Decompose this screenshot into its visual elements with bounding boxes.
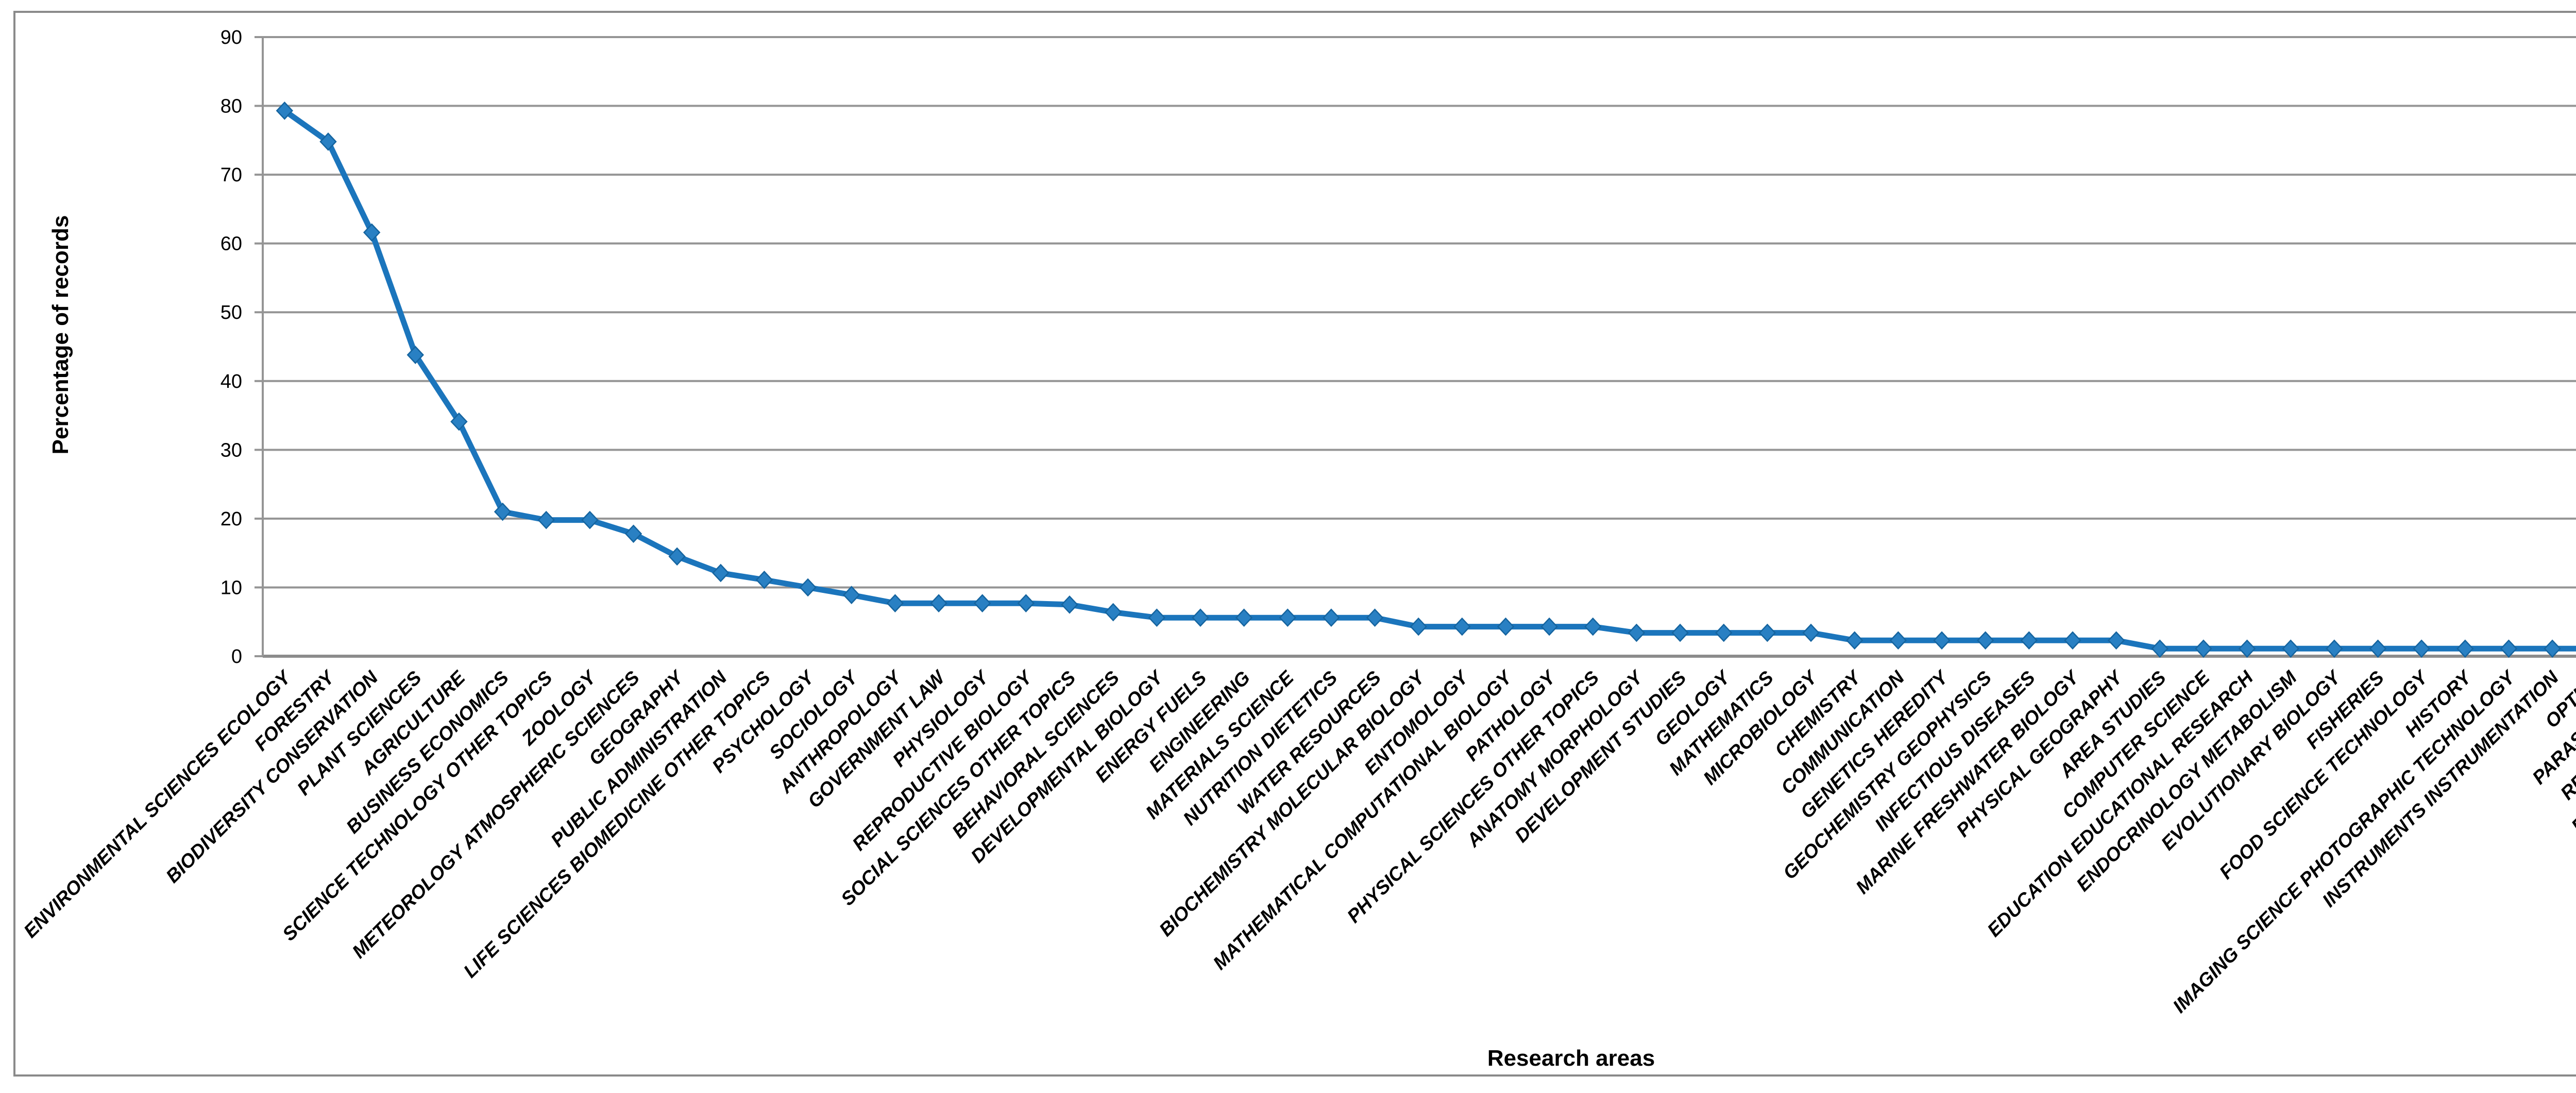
data-point-marker (930, 594, 947, 612)
data-point-marker (276, 101, 294, 120)
data-point-marker (712, 563, 730, 583)
data-point-marker (974, 594, 991, 612)
y-tick-label: 90 (221, 27, 242, 48)
data-point-marker (2020, 631, 2038, 650)
y-tick-label: 50 (221, 302, 242, 323)
data-point-marker (668, 547, 686, 566)
data-point-marker (1279, 608, 1296, 627)
data-point-marker (1410, 617, 1427, 636)
data-point-marker (2238, 639, 2256, 658)
y-tick-label: 20 (221, 508, 242, 530)
data-point-marker (1671, 623, 1689, 642)
y-tick-label: 40 (221, 371, 242, 392)
data-point-marker (1628, 623, 1646, 642)
y-tick-label: 10 (221, 577, 242, 599)
data-point-marker (1017, 594, 1035, 612)
data-point-marker (2064, 631, 2081, 650)
x-axis-title: Research areas (1487, 1046, 1655, 1071)
data-point-marker (319, 132, 337, 151)
data-point-marker (1192, 608, 1209, 627)
data-point-marker (1235, 608, 1253, 627)
data-point-marker (1933, 631, 1951, 650)
data-point-marker (2413, 639, 2430, 658)
data-point-marker (537, 510, 555, 530)
data-point-marker (1976, 631, 1994, 650)
y-tick-label: 60 (221, 233, 242, 255)
y-tick-label: 30 (221, 439, 242, 461)
data-point-marker (755, 570, 773, 589)
series-line (281, 108, 2576, 652)
data-point-marker (1758, 623, 1776, 642)
data-point-marker (1715, 623, 1733, 642)
data-point-marker (1497, 617, 1515, 636)
data-point-marker (2151, 639, 2168, 658)
data-point-marker (494, 502, 512, 521)
data-point-marker (1453, 617, 1471, 636)
data-point-marker (363, 223, 381, 242)
data-point-marker (2326, 639, 2343, 658)
y-tick-label: 0 (231, 646, 242, 668)
data-point-marker (1148, 608, 1166, 627)
data-point-marker (406, 346, 424, 364)
data-point-marker (2456, 639, 2474, 658)
data-point-marker (2282, 639, 2299, 658)
y-axis-title: Percentage of records (48, 215, 73, 455)
data-point-marker (1846, 631, 1863, 650)
data-point-marker (886, 594, 904, 612)
data-point-marker (2544, 639, 2561, 658)
data-point-marker (1366, 608, 1384, 627)
data-point-marker (1802, 623, 1820, 642)
data-point-marker (2195, 639, 2212, 658)
data-point-marker (799, 578, 817, 597)
y-tick-label: 70 (221, 164, 242, 186)
data-point-marker (2107, 631, 2125, 650)
data-point-marker (1889, 631, 1907, 650)
data-point-marker (1061, 595, 1078, 614)
data-point-marker (2369, 639, 2387, 658)
data-point-marker (450, 412, 468, 431)
data-point-marker (1584, 617, 1602, 636)
y-tick-label: 80 (221, 96, 242, 117)
data-point-marker (1540, 617, 1558, 636)
data-point-marker (624, 524, 642, 543)
data-point-marker (843, 586, 860, 604)
data-point-marker (1104, 603, 1122, 622)
data-point-marker (1323, 608, 1340, 627)
data-point-marker (581, 510, 599, 530)
data-point-marker (2500, 639, 2518, 658)
